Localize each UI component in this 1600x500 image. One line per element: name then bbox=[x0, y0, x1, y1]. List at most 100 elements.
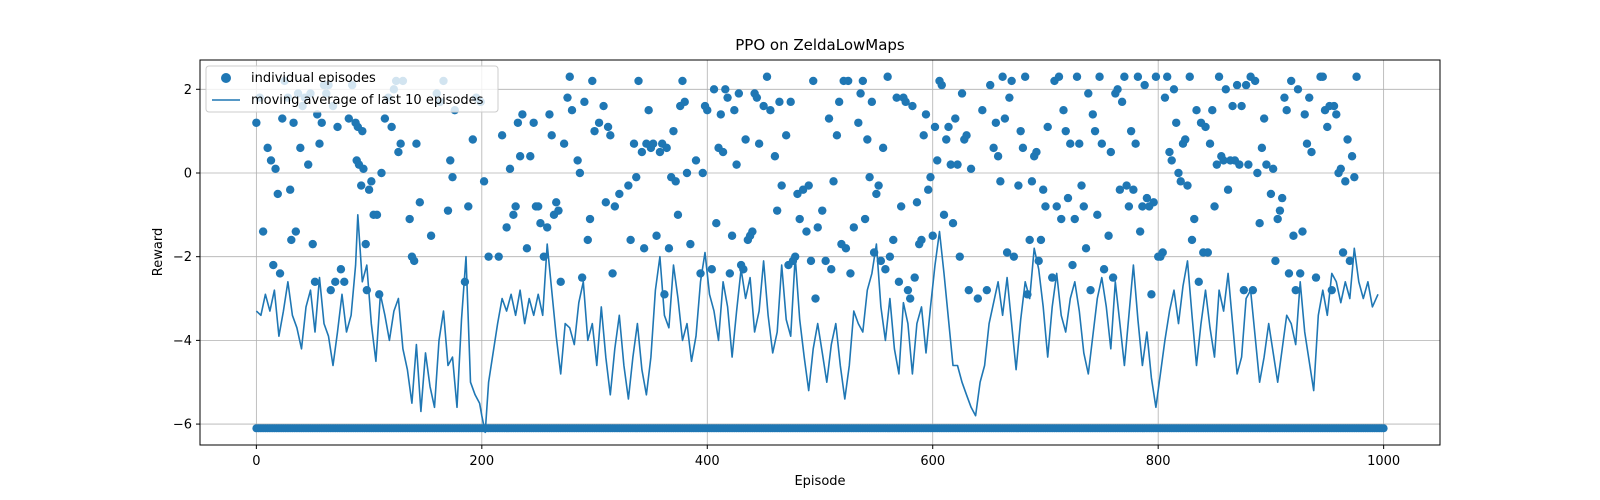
scatter-point bbox=[849, 223, 859, 232]
scatter-point bbox=[409, 256, 419, 266]
scatter-point bbox=[1336, 164, 1346, 174]
scatter-point bbox=[1036, 235, 1046, 245]
scatter-point bbox=[484, 252, 493, 261]
scatter-point bbox=[905, 294, 915, 303]
scatter-point bbox=[723, 93, 732, 102]
scatter-point bbox=[942, 135, 951, 144]
scatter-point bbox=[1088, 110, 1098, 119]
x-tick-label: 200 bbox=[469, 454, 494, 469]
scatter-point bbox=[928, 231, 937, 240]
scatter-point bbox=[966, 164, 976, 174]
scatter-point bbox=[698, 168, 707, 178]
y-tick-label: −4 bbox=[173, 334, 192, 349]
scatter-point bbox=[296, 143, 305, 153]
scatter-point bbox=[1190, 214, 1199, 224]
scatter-point bbox=[874, 181, 883, 190]
scatter-point bbox=[937, 80, 946, 90]
scatter-point bbox=[660, 290, 669, 299]
scatter-point bbox=[944, 122, 953, 132]
scatter-point bbox=[919, 131, 928, 140]
scatter-point bbox=[1140, 80, 1149, 90]
scatter-point bbox=[448, 172, 457, 182]
scatter-point bbox=[953, 160, 962, 169]
scatter-point bbox=[1332, 110, 1341, 119]
scatter-point bbox=[1002, 248, 1012, 257]
scatter-point bbox=[680, 97, 689, 107]
scatter-point bbox=[872, 189, 881, 199]
scatter-point bbox=[772, 206, 782, 215]
scatter-point bbox=[344, 114, 353, 123]
scatter-point bbox=[315, 139, 324, 148]
scatter-point bbox=[1237, 101, 1246, 111]
scatter-point bbox=[269, 260, 278, 270]
scatter-point bbox=[957, 89, 967, 98]
scatter-point bbox=[1266, 189, 1276, 199]
scatter-point bbox=[1291, 285, 1300, 295]
y-tick-label: −2 bbox=[173, 250, 192, 265]
scatter-point bbox=[1120, 72, 1129, 81]
scatter-point bbox=[1352, 72, 1361, 81]
scatter-point bbox=[509, 210, 518, 220]
scatter-point bbox=[1268, 164, 1278, 174]
scatter-point bbox=[964, 285, 973, 295]
scatter-point bbox=[734, 89, 744, 98]
scatter-point bbox=[405, 214, 414, 224]
scatter-point bbox=[1027, 177, 1037, 186]
scatter-point bbox=[924, 185, 933, 194]
scatter-point bbox=[1020, 72, 1030, 81]
scatter-point bbox=[340, 277, 349, 286]
scatter-point bbox=[732, 160, 741, 169]
scatter-point bbox=[1174, 168, 1183, 178]
scatter-point bbox=[1172, 118, 1181, 127]
legend-label-individual-episodes: individual episodes bbox=[251, 71, 376, 86]
scatter-point bbox=[637, 147, 647, 157]
scatter-point bbox=[712, 219, 721, 228]
scatter-point bbox=[1327, 285, 1336, 295]
scatter-point bbox=[1241, 80, 1251, 90]
scatter-point bbox=[1379, 424, 1388, 433]
scatter-point bbox=[1104, 231, 1113, 240]
scatter-point bbox=[577, 273, 587, 282]
plot-area bbox=[200, 60, 1440, 445]
scatter-point bbox=[1009, 252, 1019, 261]
scatter-point bbox=[889, 235, 898, 245]
scatter-point bbox=[804, 181, 813, 190]
scatter-point bbox=[522, 244, 532, 253]
scatter-point bbox=[565, 72, 574, 81]
scatter-point bbox=[372, 210, 382, 220]
scatter-point bbox=[1086, 285, 1095, 295]
scatter-point bbox=[1235, 160, 1244, 169]
scatter-point bbox=[766, 106, 775, 115]
scatter-point bbox=[1311, 273, 1321, 282]
scatter-point bbox=[1039, 185, 1048, 194]
scatter-point bbox=[361, 239, 370, 249]
scatter-point bbox=[308, 239, 317, 249]
scatter-point bbox=[1181, 135, 1190, 144]
scatter-point bbox=[1059, 106, 1068, 115]
scatter-point bbox=[567, 106, 577, 115]
scatter-point bbox=[1099, 265, 1109, 274]
scatter-point bbox=[930, 122, 940, 132]
scatter-point bbox=[1239, 285, 1249, 295]
scatter-point bbox=[703, 106, 712, 115]
scatter-point bbox=[707, 265, 716, 274]
scatter-point bbox=[1167, 156, 1176, 165]
scatter-point bbox=[358, 126, 367, 136]
scatter-point bbox=[926, 172, 935, 182]
scatter-point bbox=[982, 285, 992, 295]
scatter-point bbox=[1219, 156, 1228, 165]
scatter-point bbox=[652, 231, 661, 240]
scatter-point bbox=[426, 231, 436, 240]
scatter-point bbox=[1063, 193, 1073, 203]
x-axis-label: Episode bbox=[794, 474, 845, 489]
scatter-point bbox=[626, 235, 635, 245]
scatter-point bbox=[606, 131, 615, 140]
scatter-point bbox=[1282, 106, 1291, 115]
scatter-point bbox=[446, 156, 455, 165]
scatter-point bbox=[748, 227, 757, 236]
scatter-point bbox=[1169, 85, 1179, 94]
scatter-point bbox=[655, 147, 665, 157]
scatter-point bbox=[533, 202, 543, 211]
scatter-point bbox=[331, 277, 340, 286]
scatter-point bbox=[978, 106, 987, 115]
